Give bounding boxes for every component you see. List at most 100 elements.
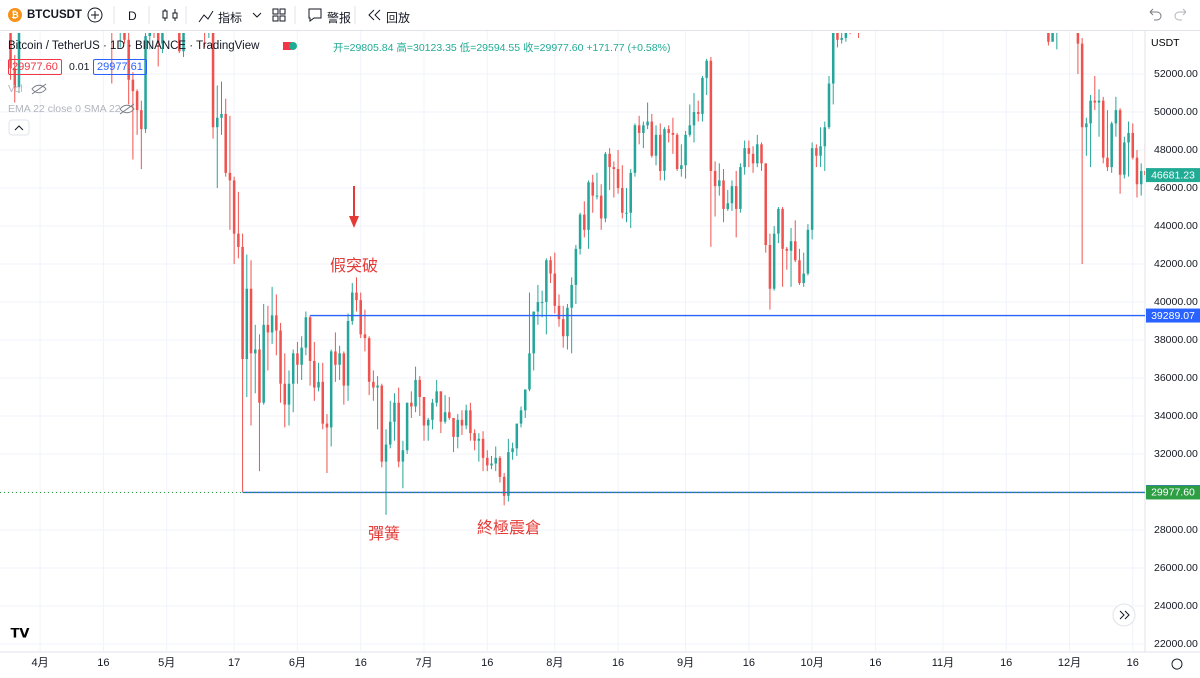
candle-body — [334, 351, 337, 365]
candle-body — [376, 385, 379, 388]
legend-icons — [8, 83, 135, 136]
candle-body — [363, 334, 367, 339]
candle-body — [608, 153, 611, 168]
candle-body — [734, 186, 738, 209]
candle-body — [372, 381, 375, 388]
candle-body — [245, 288, 249, 360]
candle-body — [730, 186, 734, 204]
candle-body — [393, 402, 396, 422]
candle-body — [646, 121, 649, 126]
candle-body — [637, 125, 641, 133]
candle-body — [743, 148, 746, 168]
y-tick-label: 38000.00 — [1154, 334, 1198, 346]
x-tick-label: 16 — [1127, 657, 1139, 669]
candle-body — [1076, 33, 1080, 44]
candle-body — [545, 260, 548, 303]
toolbar: ₿ BTCUSDT D 指标 警报 回放 — [0, 0, 1200, 31]
candle-body — [831, 33, 835, 84]
candle-body — [1144, 170, 1145, 176]
candle-body — [228, 172, 232, 181]
candle-body — [815, 148, 818, 156]
candle-body — [262, 324, 265, 403]
legend-title: Bitcoin / TetherUS · 1D · BINANCE · Trad… — [8, 40, 260, 52]
candle-body — [422, 397, 426, 426]
x-tick-label: 8月 — [546, 657, 563, 669]
candle-body — [17, 33, 21, 88]
candle-body — [819, 146, 822, 156]
candle-body — [511, 448, 514, 453]
legend-flags — [283, 42, 297, 50]
interval[interactable]: D — [128, 9, 137, 23]
candle-body — [722, 180, 725, 209]
spread: 0.01 — [69, 61, 90, 73]
symbol[interactable]: BTCUSDT — [27, 9, 82, 21]
candle-body — [532, 311, 535, 354]
candle-body — [1089, 100, 1092, 124]
candle-body — [249, 288, 253, 354]
y-tick-label: 46000.00 — [1154, 182, 1198, 194]
candle-body — [481, 438, 485, 458]
buy-price[interactable]: 29977.61 — [93, 59, 147, 75]
y-tick-label: 28000.00 — [1154, 524, 1198, 536]
candle-body — [161, 33, 164, 44]
candle-body — [561, 319, 565, 337]
candle-body — [785, 248, 789, 251]
candle-body — [1118, 110, 1122, 175]
candle-body — [359, 300, 362, 335]
candle-body — [768, 245, 772, 289]
candle-body — [258, 349, 261, 403]
sell-price[interactable]: 29977.60 — [8, 59, 62, 75]
candle-body — [308, 317, 312, 361]
candle-body — [431, 402, 434, 420]
candle-body — [329, 351, 333, 428]
candle-body — [578, 214, 582, 249]
candle-body — [342, 353, 346, 386]
x-tick-label: 16 — [743, 657, 755, 669]
candle-body — [346, 321, 350, 386]
y-tick-label: 26000.00 — [1154, 562, 1198, 574]
y-tick-label: 24000.00 — [1154, 600, 1198, 612]
candle-body — [304, 317, 308, 348]
x-tick-label: 16 — [97, 657, 109, 669]
candle-body — [777, 208, 780, 234]
candle-body — [692, 112, 696, 126]
legend-ohlc: 开=29805.84 高=30123.35 低=29594.55 收=29977… — [333, 42, 671, 54]
x-tick-label: 16 — [1000, 657, 1012, 669]
candle-body — [696, 112, 700, 114]
x-tick-label: 9月 — [677, 657, 694, 669]
candle-body — [266, 324, 270, 333]
indicators-button[interactable]: 指标 — [218, 11, 243, 25]
candle-body — [650, 121, 654, 156]
candle-body — [355, 292, 358, 301]
candle-body — [642, 125, 645, 133]
candle-body — [182, 33, 185, 52]
candle-body — [1110, 123, 1113, 168]
candle-body — [317, 381, 320, 388]
candle-body — [793, 241, 797, 261]
price-tag — [1146, 308, 1200, 323]
candle-body — [633, 125, 637, 173]
replay-button[interactable]: 回放 — [386, 11, 411, 25]
candle-body — [701, 77, 704, 114]
candle-body — [1085, 123, 1088, 128]
x-tick-label: 16 — [355, 657, 367, 669]
alert-button[interactable]: 警报 — [327, 11, 352, 25]
candle-body — [384, 444, 388, 462]
candle-body — [536, 302, 540, 312]
candle-body — [486, 457, 489, 466]
candle-body — [426, 419, 430, 426]
candle-body — [760, 144, 763, 164]
candle-body — [439, 391, 443, 422]
candle-body — [1051, 33, 1054, 42]
currency-label: USDT — [1151, 37, 1180, 49]
candle-body — [397, 402, 400, 462]
candle-body — [713, 170, 717, 187]
axes: 22000.0024000.0026000.0028000.0030000.00… — [32, 68, 1200, 669]
candle-body — [131, 79, 135, 92]
candle-body — [380, 385, 384, 462]
candle-body — [435, 391, 438, 403]
candle-body — [519, 410, 523, 424]
candle-body — [658, 134, 662, 171]
candle-body — [789, 241, 793, 251]
